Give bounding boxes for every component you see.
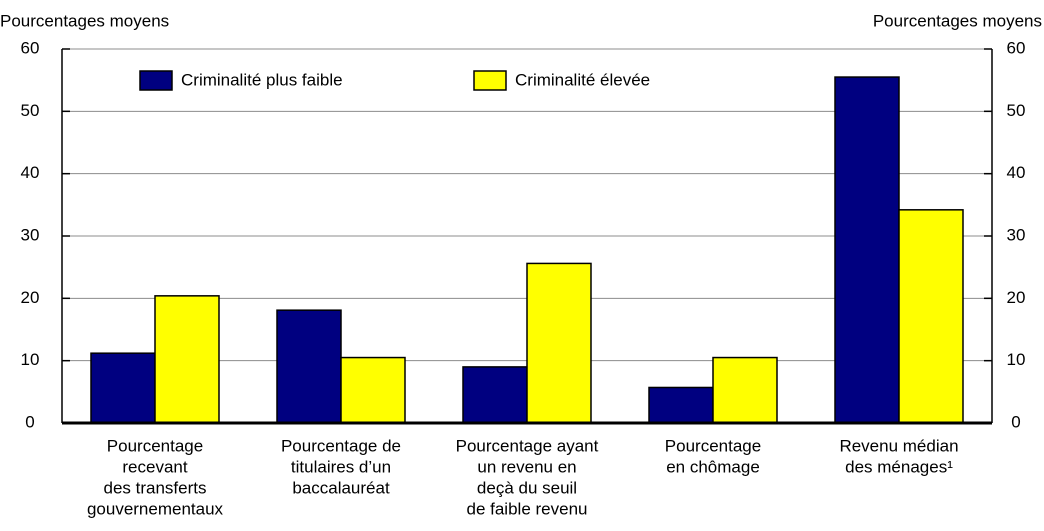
y-axis-label: Pourcentages moyens	[0, 11, 169, 30]
bar	[154, 295, 220, 424]
x-tick-label: en chômage	[666, 457, 760, 476]
x-tick-label: Revenu médian	[839, 436, 958, 455]
y2-tick-label: 40	[1007, 163, 1026, 182]
y-tick-label: 60	[21, 38, 40, 57]
bar	[712, 356, 778, 424]
bar	[648, 386, 714, 424]
x-tick-label: titulaires d’un	[291, 457, 391, 476]
bar	[340, 356, 406, 424]
x-tick-label: Pourcentage de	[281, 436, 401, 455]
y2-tick-label: 0	[1011, 412, 1020, 431]
legend-swatch	[473, 70, 507, 91]
x-tick-label: Pourcentage	[665, 436, 761, 455]
bar	[898, 209, 964, 424]
y-tick-label: 30	[21, 225, 40, 244]
bar	[526, 262, 592, 424]
x-tick-label: Pourcentage	[107, 436, 203, 455]
y-tick-label: 0	[25, 412, 34, 431]
x-tick-label: de faible revenu	[467, 499, 588, 518]
x-tick-label: des ménages¹	[845, 457, 953, 476]
legend-label: Criminalité plus faible	[181, 70, 343, 89]
bar	[462, 366, 528, 424]
y2-axis-label: Pourcentages moyens	[873, 11, 1042, 30]
y2-tick-label: 50	[1007, 101, 1026, 120]
bar	[276, 309, 342, 424]
x-tick-label: deçà du seuil	[477, 478, 577, 497]
x-tick-label: Pourcentage ayant	[456, 436, 599, 455]
x-tick-label: des transferts	[104, 478, 207, 497]
y2-tick-label: 10	[1007, 350, 1026, 369]
y-tick-label: 40	[21, 163, 40, 182]
x-tick-label: recevant	[122, 457, 187, 476]
legend-label: Criminalité élevée	[515, 70, 650, 89]
legend-swatch	[139, 70, 173, 91]
y-tick-label: 50	[21, 101, 40, 120]
y2-tick-label: 60	[1007, 38, 1026, 57]
x-tick-label: un revenu en	[477, 457, 576, 476]
y2-tick-label: 30	[1007, 225, 1026, 244]
bar	[834, 76, 900, 424]
y-tick-label: 10	[21, 350, 40, 369]
y2-tick-label: 20	[1007, 288, 1026, 307]
x-tick-label: baccalauréat	[292, 478, 390, 497]
bar	[90, 352, 156, 424]
x-tick-label: gouvernementaux	[87, 499, 224, 518]
y-tick-label: 20	[21, 288, 40, 307]
